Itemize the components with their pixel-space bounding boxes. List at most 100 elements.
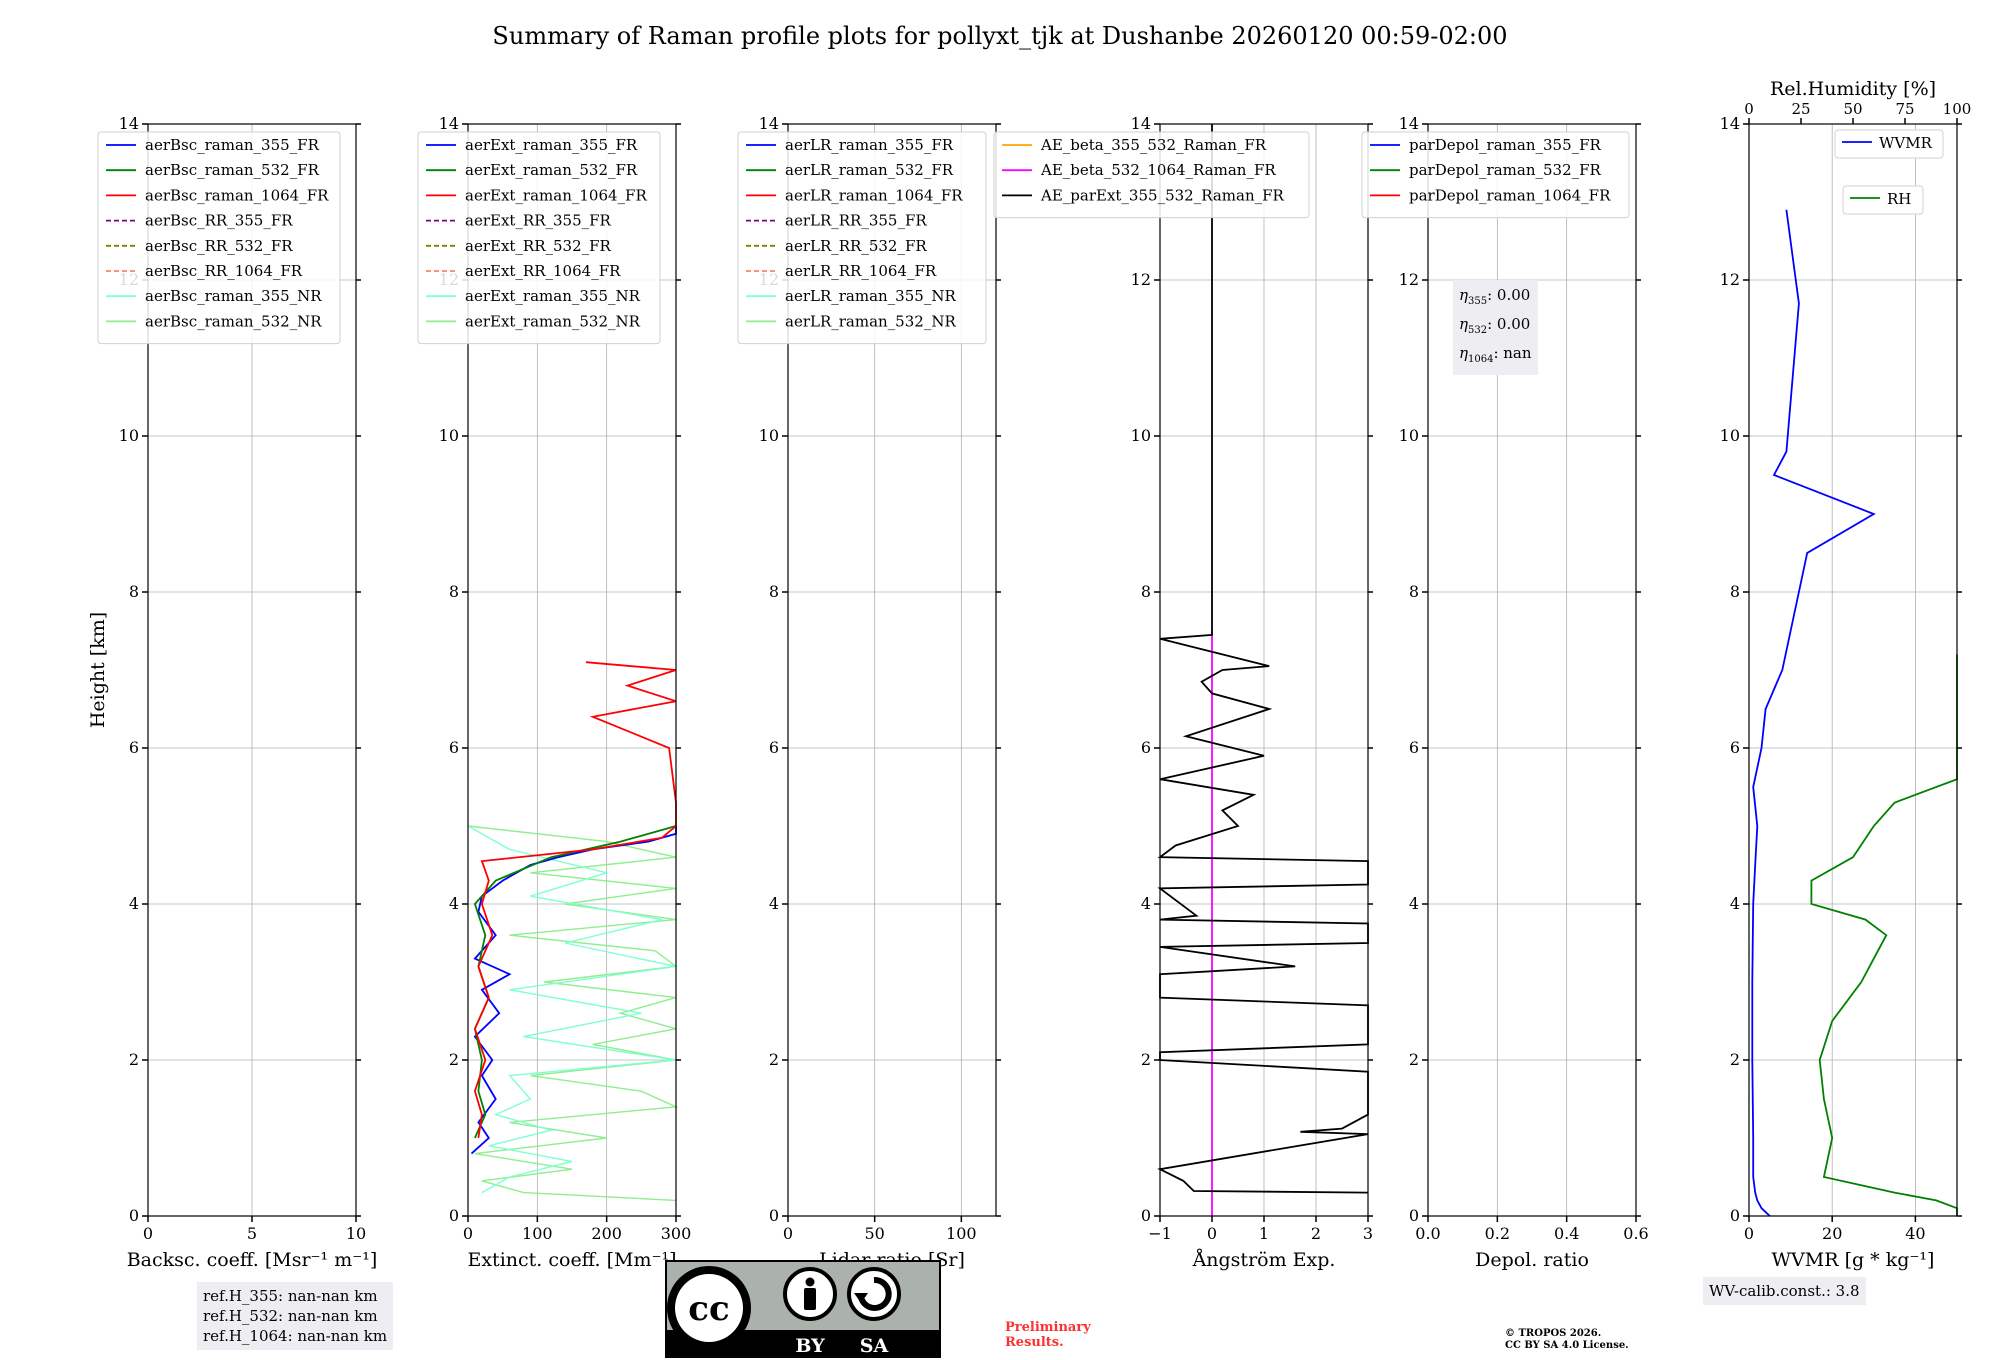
panel-1-legend-entry-1: aerBsc_raman_532_FR (145, 161, 320, 179)
panel-6-top-xtick-label-3: 75 (1895, 100, 1914, 118)
panel-3-legend-entry-5: aerLR_RR_1064_FR (785, 262, 937, 280)
panel-1-legend-entry-3: aerBsc_RR_355_FR (145, 212, 293, 230)
panel-2-ytick-label-3: 6 (449, 738, 459, 757)
panel-3-xtick-label-1: 50 (864, 1224, 884, 1243)
panel-5-xtick-label-3: 0.6 (1623, 1224, 1648, 1243)
panel-1-ytick-label-4: 8 (129, 582, 139, 601)
panel-5-ytick-label-2: 4 (1409, 894, 1419, 913)
panel-1-legend-entry-5: aerBsc_RR_1064_FR (145, 262, 303, 280)
y-axis-label: Height [km] (87, 612, 109, 728)
panel-4-legend-box (993, 131, 1310, 219)
panel-6-top-xtick-label-2: 50 (1843, 100, 1862, 118)
eta-note: η355: 0.00 η532: 0.00 η1064: nan (1453, 280, 1538, 375)
panel-3-ytick-label-0: 0 (769, 1206, 779, 1225)
panel-6-legend-entry-wvmr: WVMR (1879, 134, 1933, 152)
panel-3-ytick-label-1: 2 (769, 1050, 779, 1069)
panel-2-xlabel: Extinct. coeff. [Mm⁻¹] (467, 1249, 676, 1271)
preliminary-results-label: Preliminary Results. (1005, 1320, 1091, 1350)
panel-4-legend-entry-2: AE_parExt_355_532_Raman_FR (1040, 186, 1285, 204)
panel-2-ytick-label-2: 4 (449, 894, 459, 913)
panel-4-xtick-label-2: 1 (1259, 1224, 1269, 1243)
sa-arrow-head (854, 1293, 868, 1303)
panel-5-ytick-label-6: 12 (1399, 270, 1419, 289)
panel-2-series-aerExt_raman_1064_FR (473, 661, 677, 1139)
panel-3-xtick-label-2: 100 (946, 1224, 977, 1243)
panel-3-ytick-label-7: 14 (759, 114, 779, 133)
panel-3-legend-entry-7: aerLR_raman_532_NR (785, 312, 956, 330)
panel-1-xtick-label-0: 0 (143, 1224, 153, 1243)
panel-6-ytick-label-7: 14 (1720, 114, 1740, 133)
panel-2-ytick-label-1: 2 (449, 1050, 459, 1069)
panel-1-xtick-label-2: 10 (346, 1224, 366, 1243)
panel-5-legend-entry-0: parDepol_raman_355_FR (1409, 136, 1602, 154)
panel-2-legend-entry-0: aerExt_raman_355_FR (465, 136, 638, 154)
panel-2-legend-entry-4: aerExt_RR_532_FR (465, 237, 612, 255)
panel-4-xtick-label-1: 0 (1207, 1224, 1217, 1243)
panel-6-xtick-label-1: 20 (1822, 1224, 1842, 1243)
panel-6-legend-entry-rh: RH (1887, 190, 1911, 208)
panel-1-legend-box (97, 131, 341, 345)
panel-2-xtick-label-1: 100 (522, 1224, 553, 1243)
panel-3-legend-box (737, 131, 987, 345)
panel-6-ytick-label-3: 6 (1730, 738, 1740, 757)
panel-3-ytick-label-2: 4 (769, 894, 779, 913)
panel-5-xlabel: Depol. ratio (1475, 1249, 1589, 1271)
panel-3-legend-entry-4: aerLR_RR_532_FR (785, 237, 927, 255)
panel-6-series-RH (1810, 654, 1958, 1216)
panel-5-xtick-label-0: 0.0 (1415, 1224, 1440, 1243)
panel-3-ytick-label-5: 10 (759, 426, 779, 445)
panel-6-top-xtick-label-0: 0 (1744, 100, 1754, 118)
panel-2-legend-entry-6: aerExt_raman_355_NR (465, 287, 641, 305)
panel-2-legend-entry-2: aerExt_raman_1064_FR (465, 186, 647, 204)
panel-2-series-aerExt_raman_532_NR (467, 825, 679, 1202)
panel-5-axes-frame (1427, 123, 1637, 1217)
by-label: BY (795, 1335, 825, 1357)
copyright-note: © TROPOS 2026. CC BY SA 4.0 License. (1505, 1328, 1629, 1351)
panel-1-xlabel: Backsc. coeff. [Msr⁻¹ m⁻¹] (127, 1249, 378, 1271)
cc-circle-inner (675, 1274, 743, 1342)
panel-3-legend-entry-2: aerLR_raman_1064_FR (785, 186, 963, 204)
panel-5-legend-box (1361, 131, 1630, 219)
panel-4-xtick-label-3: 2 (1311, 1224, 1321, 1243)
panel-4-ytick-label-5: 10 (1131, 426, 1151, 445)
panel-2-legend-box (417, 131, 661, 345)
panel-6-ytick-label-5: 10 (1720, 426, 1740, 445)
panel-2-series-aerExt_raman_355_FR (470, 826, 677, 1155)
panel-3-legend-entry-0: aerLR_raman_355_FR (785, 136, 954, 154)
panel-4-ytick-label-0: 0 (1141, 1206, 1151, 1225)
panel-3-legend-entry-3: aerLR_RR_355_FR (785, 212, 927, 230)
panel-5-ytick-label-7: 14 (1399, 114, 1419, 133)
panel-6-top-xtick-label-4: 100 (1943, 100, 1972, 118)
panel-1-ytick-label-3: 6 (129, 738, 139, 757)
panel-1-legend-entry-4: aerBsc_RR_532_FR (145, 237, 293, 255)
refH-355: ref.H_355: nan-nan km (203, 1287, 378, 1305)
panel-6-legend-box-wvmr (1834, 129, 1944, 159)
sa-arrow-arc (858, 1277, 892, 1311)
panel-6-ytick-label-0: 0 (1730, 1206, 1740, 1225)
panel-5-legend-entry-2: parDepol_raman_1064_FR (1409, 186, 1611, 204)
panel-2-legend-entry-5: aerExt_RR_1064_FR (465, 262, 621, 280)
panel-5-xtick-label-2: 0.4 (1554, 1224, 1579, 1243)
cc-by-sa-logo: cc BY SA (665, 1260, 941, 1358)
panel-5-ytick-label-0: 0 (1409, 1206, 1419, 1225)
refH-532: ref.H_532: nan-nan km (203, 1307, 378, 1325)
panel-6-top-xlabel: Rel.Humidity [%] (1770, 78, 1936, 100)
panel-4-xlabel: Ångström Exp. (1192, 1249, 1336, 1271)
panel-2-ytick-label-5: 10 (439, 426, 459, 445)
panel-1-ytick-label-2: 4 (129, 894, 139, 913)
panel-1-xtick-label-1: 5 (247, 1224, 257, 1243)
panel-2-xtick-label-3: 300 (661, 1224, 692, 1243)
panel-1-ytick-label-0: 0 (129, 1206, 139, 1225)
panel-1-ytick-label-7: 14 (119, 114, 139, 133)
panel-1-legend-entry-2: aerBsc_raman_1064_FR (145, 186, 329, 204)
panel-5-legend-entry-1: parDepol_raman_532_FR (1409, 161, 1602, 179)
sa-share-alike-icon (847, 1267, 901, 1321)
cc-text: cc (688, 1289, 729, 1329)
panel-4-ytick-label-3: 6 (1141, 738, 1151, 757)
panel-6-xtick-label-2: 40 (1905, 1224, 1925, 1243)
panel-3-axes-frame (787, 123, 997, 1217)
panel-1-legend-entry-0: aerBsc_raman_355_FR (145, 136, 320, 154)
panel-4-ytick-label-4: 8 (1141, 582, 1151, 601)
panel-3-ytick-label-3: 6 (769, 738, 779, 757)
panel-5-ytick-label-1: 2 (1409, 1050, 1419, 1069)
